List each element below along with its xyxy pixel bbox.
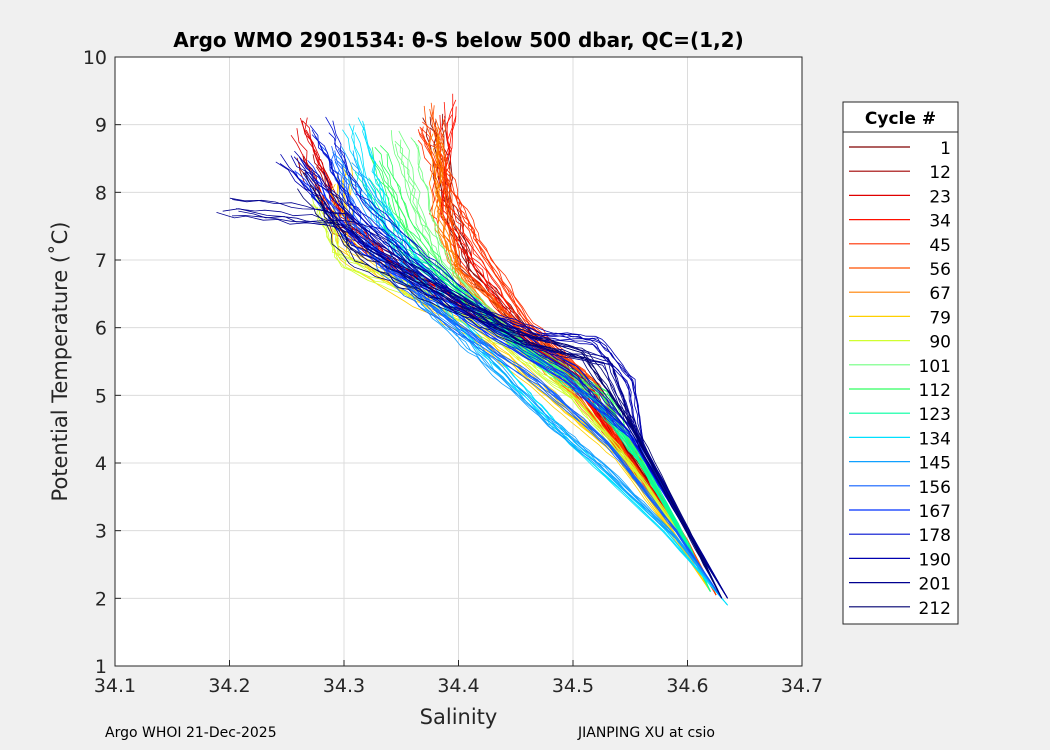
x-tick-label: 34.2 <box>208 675 250 697</box>
plot-border <box>114 56 803 667</box>
legend-label: 201 <box>919 575 951 595</box>
x-tick-label: 34.6 <box>666 675 708 697</box>
footer-left: Argo WHOI 21-Dec-2025 <box>105 725 277 741</box>
series-line-145 <box>334 161 723 599</box>
x-tick-label: 34.4 <box>437 675 479 697</box>
y-tick-label: 9 <box>95 115 107 137</box>
chart-title: Argo WMO 2901534: θ-S below 500 dbar, QC… <box>173 28 743 52</box>
legend-label: 23 <box>929 187 951 207</box>
x-axis-label: Salinity <box>420 705 498 729</box>
series-line-156 <box>331 145 723 599</box>
series-line-212 <box>323 171 723 599</box>
legend-title: Cycle # <box>865 109 936 129</box>
footer-right: JIANPING XU at csio <box>578 725 715 741</box>
series-line-145 <box>344 169 723 599</box>
x-tick-label: 34.5 <box>552 675 594 697</box>
series-line-201 <box>238 210 728 599</box>
legend-label: 190 <box>919 550 951 570</box>
x-tick-label: 34.3 <box>323 675 365 697</box>
y-tick-label: 8 <box>95 182 107 204</box>
series-line-212 <box>313 188 723 599</box>
y-tick-label: 2 <box>95 588 107 610</box>
legend-label: 178 <box>919 526 951 546</box>
legend-label: 212 <box>919 599 951 619</box>
series-line-145 <box>352 150 723 599</box>
legend-label: 90 <box>929 333 951 353</box>
x-tick-label: 34.7 <box>781 675 823 697</box>
y-tick-label: 1 <box>95 656 107 678</box>
series-line-145 <box>332 152 723 599</box>
y-tick-label: 7 <box>95 250 107 272</box>
legend-label: 45 <box>929 236 951 256</box>
y-tick-label: 6 <box>95 318 107 340</box>
legend-box <box>842 101 959 625</box>
legend-label: 123 <box>919 405 951 425</box>
legend-label: 1 <box>940 139 951 159</box>
legend-label: 56 <box>929 260 951 280</box>
series-group <box>216 93 728 606</box>
legend-label: 167 <box>919 502 951 522</box>
legend-label: 145 <box>919 454 951 474</box>
legend-label: 67 <box>929 284 951 304</box>
legend-label: 12 <box>929 163 951 183</box>
legend-label: 134 <box>919 429 951 449</box>
y-tick-label: 5 <box>95 385 107 407</box>
legend: Cycle #112233445566779901011121231341451… <box>842 101 959 625</box>
legend-label: 34 <box>929 212 951 232</box>
legend-label: 101 <box>919 357 951 377</box>
y-tick-label: 3 <box>95 521 107 543</box>
y-tick-label: 10 <box>83 47 107 69</box>
series-line-156 <box>331 154 723 599</box>
legend-label: 112 <box>919 381 951 401</box>
y-axis-label: Potential Temperature (˚C) <box>48 222 72 502</box>
series-line-145 <box>341 146 723 599</box>
x-tick-label: 34.1 <box>94 675 136 697</box>
series-line-212 <box>304 170 723 599</box>
legend-label: 79 <box>929 308 951 328</box>
y-tick-label: 4 <box>95 453 107 475</box>
series-line-134 <box>354 132 728 606</box>
legend-label: 156 <box>919 478 951 498</box>
